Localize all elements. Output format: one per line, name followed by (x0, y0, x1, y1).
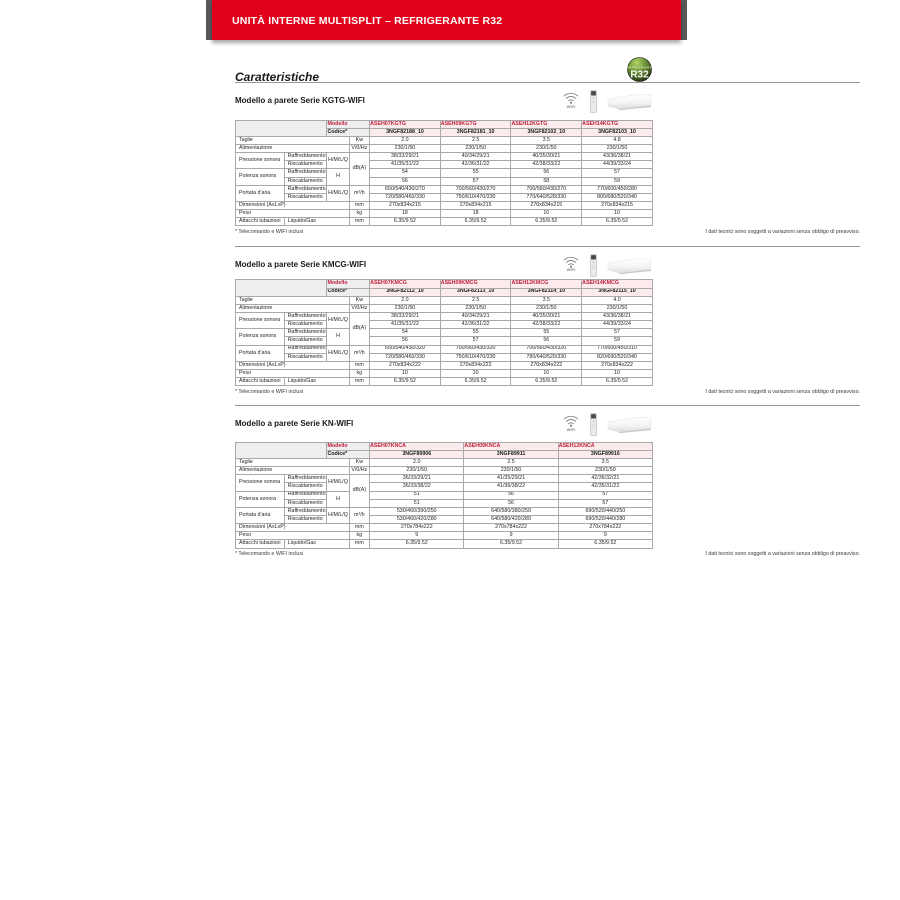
svg-text:R32: R32 (630, 69, 649, 80)
svg-text:WIFI: WIFI (567, 104, 576, 109)
svg-text:WIFI: WIFI (567, 427, 576, 432)
svg-text:WIFI: WIFI (567, 267, 576, 272)
